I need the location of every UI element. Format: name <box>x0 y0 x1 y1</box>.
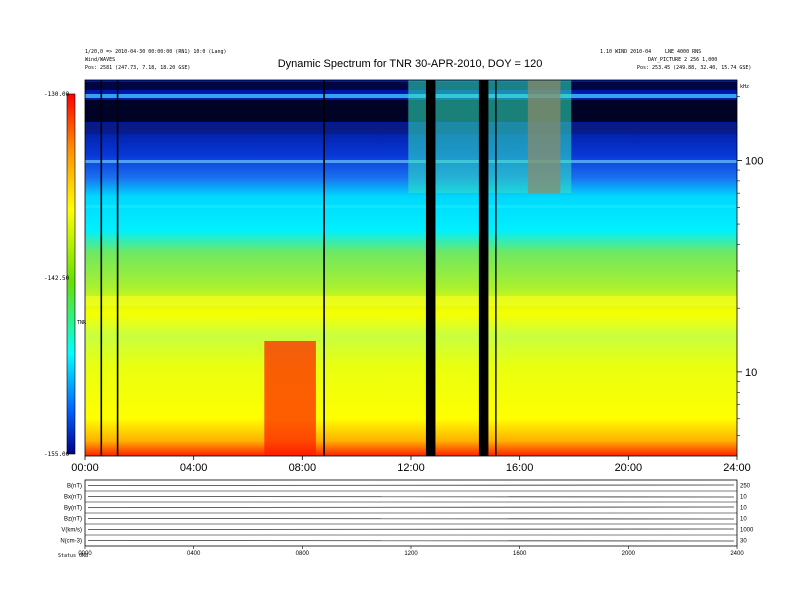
trace-line <box>87 540 735 542</box>
trace-line <box>87 484 735 486</box>
bottom-x-tick-label: 0800 <box>296 551 310 557</box>
row-scale: 250 <box>740 484 751 490</box>
colorbar-tick-label: -155.00 <box>44 451 70 458</box>
row-label: Bz(nT) <box>64 517 82 523</box>
colorbar <box>66 93 76 455</box>
bottom-x-tick-label: 2000 <box>622 551 636 557</box>
colorbar-label: TNR <box>77 320 87 326</box>
y-tick-label: 10 <box>745 367 757 379</box>
bottom-x-tick-label: 2400 <box>730 551 744 557</box>
header-left-line2: Wind/WAVES <box>85 57 116 63</box>
header-right-line3: Pos: 253.45 (249.88, 32.40, 15.74 GSE) <box>637 65 752 71</box>
row-scale: 10 <box>740 506 747 512</box>
bottom-x-tick-label: 0000 <box>78 551 92 557</box>
data-gap <box>495 80 497 456</box>
x-tick-label: 00:00 <box>71 462 99 474</box>
header-right-corner: LNE 4000 RNS <box>665 49 702 55</box>
row-label: B(nT) <box>67 484 82 490</box>
trace-line <box>87 528 735 530</box>
bottom-x-tick-label: 1200 <box>404 551 418 557</box>
x-tick-label: 24:00 <box>723 462 751 474</box>
data-gap <box>478 80 489 456</box>
interference-band <box>85 296 737 306</box>
trace-line <box>87 518 735 520</box>
header-right-line2: DAY_PICTURE 2 256 1,000 <box>648 57 718 63</box>
header-right-line1: 1.10 WIND 2010-04 <box>600 49 652 55</box>
bottom-x-tick-label: 1600 <box>513 551 527 557</box>
x-tick-label: 20:00 <box>615 462 643 474</box>
row-scale: 30 <box>740 539 747 545</box>
row-scale: 1000 <box>740 528 754 534</box>
colorbar-tick-label: -130.00 <box>44 91 70 98</box>
data-gap <box>425 80 436 456</box>
x-tick-label: 16:00 <box>506 462 534 474</box>
header-left-line3: Pos: 2581 (247.73, 7.18, 18.20 GSE) <box>85 65 191 71</box>
bottom-x-tick-label: 0400 <box>187 551 201 557</box>
trace-line <box>87 496 735 498</box>
chart-title: Dynamic Spectrum for TNR 30-APR-2010, DO… <box>277 58 543 70</box>
header-left-line1: 1/20,0 => 2010-04-30 00:00:00 (RN1) 10:0… <box>85 49 227 55</box>
row-label: V(km/s) <box>61 528 82 534</box>
trace-line <box>87 506 735 508</box>
x-tick-label: 04:00 <box>180 462 208 474</box>
bottom-footer-label: Status ORB <box>58 553 89 559</box>
row-label: N(cm-3) <box>60 539 82 545</box>
x-tick-label: 08:00 <box>289 462 317 474</box>
row-label: Bx(nT) <box>64 495 82 501</box>
y-axis-unit-label: kHz <box>740 84 750 90</box>
radio-burst <box>264 340 316 456</box>
row-scale: 10 <box>740 495 747 501</box>
x-tick-label: 12:00 <box>397 462 425 474</box>
y-tick-label: 100 <box>745 155 763 167</box>
colorbar-tick-label: -142.50 <box>44 275 70 282</box>
row-label: By(nT) <box>64 506 82 512</box>
interference-band <box>85 205 737 208</box>
spectrogram <box>84 79 738 457</box>
row-scale: 10 <box>740 517 747 523</box>
